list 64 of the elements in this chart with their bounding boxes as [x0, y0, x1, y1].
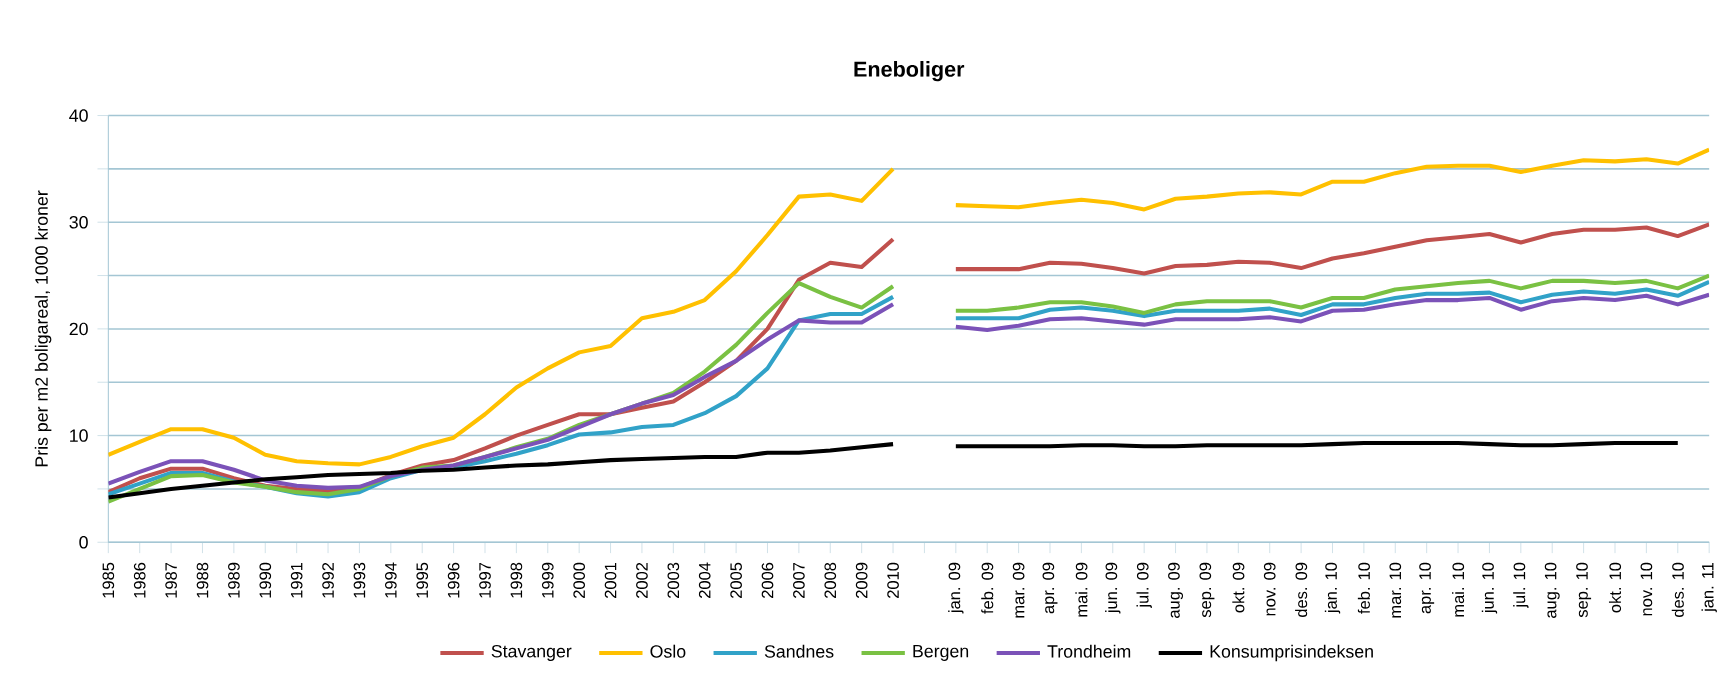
x-tick-label: 2006 — [761, 562, 774, 598]
x-tick-label: 1988 — [196, 562, 209, 598]
x-tick-label: 2003 — [667, 562, 680, 598]
x-tick-label: 2007 — [793, 562, 805, 598]
x-tick-label: 1992 — [322, 562, 334, 598]
x-tick-label: 2008 — [824, 562, 837, 598]
x-tick-label: jul. 09 — [1136, 562, 1152, 608]
x-tick-label: jan. 09 — [948, 562, 964, 614]
x-tick-label: 2004 — [698, 562, 711, 598]
x-tick-label: 1994 — [385, 562, 397, 598]
x-tick-label: mai. 10 — [1452, 562, 1465, 617]
x-tick-label: aug. 09 — [1168, 562, 1184, 618]
x-tick-label: 2000 — [573, 562, 585, 598]
x-tick-label: 1997 — [479, 562, 491, 598]
x-tick-label: jan. 10 — [1324, 562, 1341, 614]
x-tick-label: 1999 — [541, 562, 554, 598]
y-tick-label: 40 — [69, 109, 88, 122]
legend-label: Sandnes — [764, 644, 834, 658]
x-tick-label: 2002 — [636, 562, 648, 598]
x-tick-label: 2010 — [887, 562, 899, 598]
x-tick-label: des. 09 — [1295, 562, 1308, 617]
y-tick-label: 10 — [70, 429, 88, 442]
y-tick-label: 30 — [69, 215, 88, 229]
x-tick-label: apr. 10 — [1419, 562, 1435, 614]
x-tick-label: mai. 09 — [1075, 562, 1088, 617]
x-tick-label: jan. 11 — [1701, 562, 1717, 613]
x-tick-label: nov. 10 — [1640, 562, 1653, 616]
x-tick-label: 1987 — [165, 562, 177, 598]
x-tick-label: 1998 — [510, 562, 523, 598]
x-tick-label: okt. 10 — [1608, 562, 1622, 613]
x-tick-label: 1986 — [133, 562, 146, 598]
chart-title: Eneboliger — [854, 60, 965, 82]
legend-label: Bergen — [913, 644, 969, 661]
x-tick-label: sep. 10 — [1576, 562, 1592, 618]
x-tick-label: feb. 09 — [981, 562, 994, 614]
x-tick-label: 1995 — [416, 562, 429, 598]
x-tick-label: jun. 09 — [1105, 562, 1121, 614]
x-tick-label: jun. 10 — [1481, 562, 1498, 614]
x-tick-label: mar. 09 — [1012, 562, 1025, 618]
y-tick-label: 0 — [79, 535, 88, 549]
x-tick-label: 1993 — [353, 562, 366, 598]
x-tick-label: 1996 — [447, 562, 460, 598]
x-tick-label: 1990 — [259, 562, 272, 598]
x-tick-label: 2009 — [855, 562, 868, 598]
x-tick-label: 1989 — [228, 562, 240, 598]
legend-label: Konsumprisindeksen — [1210, 644, 1373, 662]
x-tick-label: 1985 — [102, 562, 115, 598]
x-tick-label: 2005 — [730, 562, 742, 598]
x-tick-label: 2001 — [604, 562, 617, 598]
x-tick-label: jul. 10 — [1513, 562, 1529, 608]
legend-label: Oslo — [650, 644, 686, 658]
y-axis-title: Pris per m2 boligareal, 1000 kroner — [34, 190, 52, 467]
x-tick-label: mar. 10 — [1389, 562, 1402, 618]
x-tick-label: des. 10 — [1671, 562, 1684, 617]
legend-label: Trondheim — [1047, 644, 1131, 658]
x-tick-label: aug. 10 — [1544, 562, 1560, 618]
y-tick-label: 20 — [69, 322, 88, 336]
x-tick-label: apr. 09 — [1042, 562, 1058, 614]
legend-label: Stavanger — [491, 644, 572, 661]
x-tick-label: sep. 09 — [1199, 562, 1215, 618]
x-tick-label: 1991 — [290, 562, 303, 598]
x-tick-label: nov. 09 — [1263, 562, 1276, 616]
x-tick-label: feb. 10 — [1357, 562, 1370, 614]
x-tick-label: okt. 09 — [1232, 562, 1245, 613]
